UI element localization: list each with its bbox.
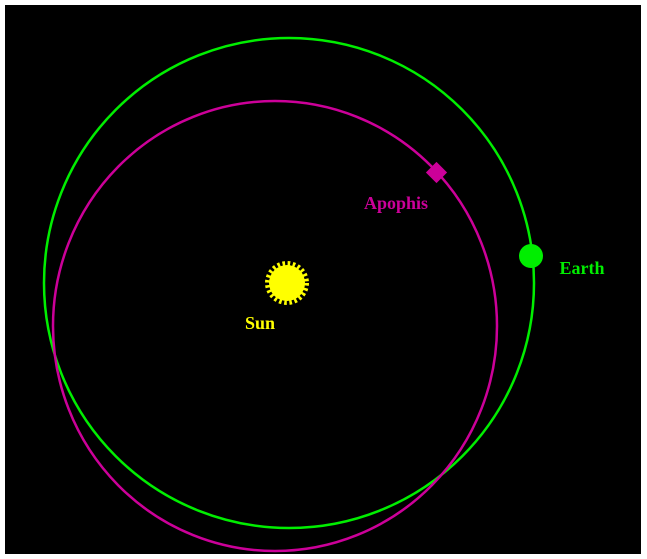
space-background: [5, 5, 641, 554]
orbit-diagram: Sun Apophis Earth: [0, 0, 647, 559]
apophis-label: Apophis: [364, 193, 428, 213]
earth-marker: [519, 244, 543, 268]
sun-label: Sun: [245, 313, 275, 333]
sun-disc: [269, 265, 305, 301]
earth-label: Earth: [560, 258, 605, 278]
